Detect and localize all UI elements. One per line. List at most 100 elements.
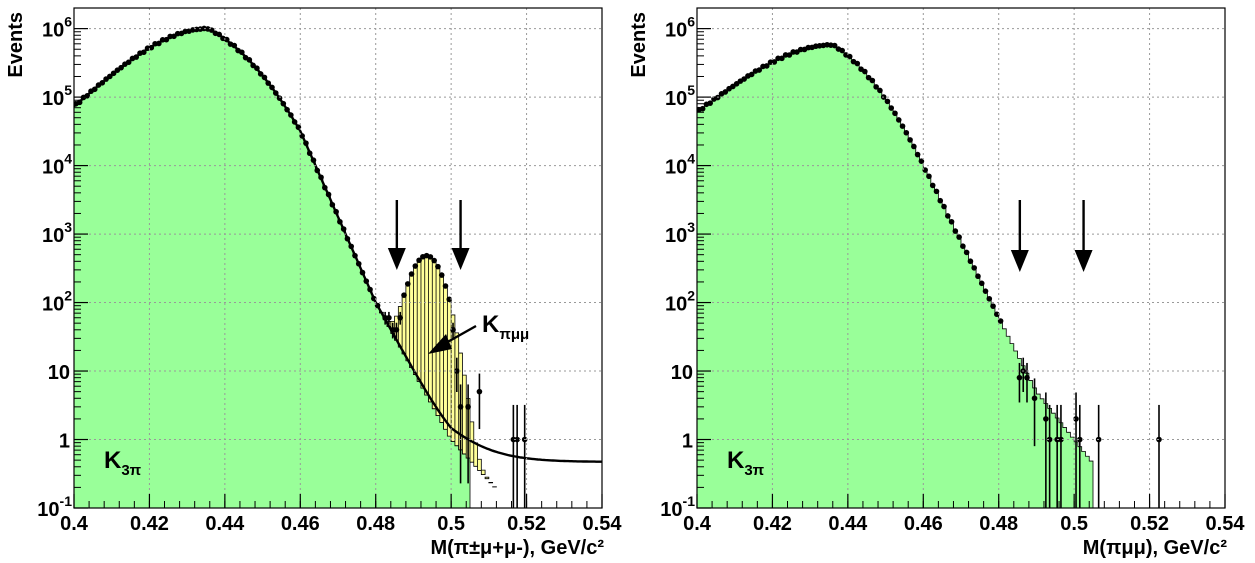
data-point xyxy=(763,63,770,69)
data-point xyxy=(340,226,347,232)
data-point xyxy=(412,263,419,269)
x-tick-label: 0.52 xyxy=(1130,513,1169,535)
x-axis-title: M(π±μ+μ-), GeV/c² xyxy=(430,537,604,559)
data-point xyxy=(306,150,313,157)
data-point xyxy=(1077,436,1083,443)
data-point xyxy=(945,213,951,219)
x-tick-label: 0.5 xyxy=(1060,513,1088,535)
y-tick-label: 1 xyxy=(682,431,693,453)
data-point xyxy=(926,173,932,180)
y-tick-label: 10-1 xyxy=(37,493,72,521)
data-point xyxy=(363,278,370,284)
data-point xyxy=(1073,416,1079,422)
data-point xyxy=(899,123,906,129)
data-point xyxy=(348,243,355,250)
data-point xyxy=(310,157,317,163)
down-arrow-icon xyxy=(387,248,406,270)
y-tick-label: 102 xyxy=(42,288,72,316)
data-point xyxy=(435,263,441,270)
signal-label: Kπμμ xyxy=(482,311,529,343)
chart-panel-1: 0.4 0.42 0.44 0.46 0.48 0.5 0.52 0.54 10-1 1 10 102… xyxy=(5,7,622,559)
data-point xyxy=(107,73,113,80)
data-point xyxy=(288,112,294,118)
data-point xyxy=(272,90,279,96)
x-tick-label: 0.4 xyxy=(683,513,712,535)
data-point xyxy=(937,197,944,204)
y-tick-label: 105 xyxy=(665,82,695,110)
data-point xyxy=(948,218,955,225)
plot-area xyxy=(74,25,602,508)
data-point xyxy=(404,281,411,287)
y-axis-title: Events xyxy=(628,12,650,78)
x-tick-label: 0.44 xyxy=(205,513,245,535)
data-point xyxy=(748,71,755,78)
y-tick-label: 103 xyxy=(665,219,695,247)
data-point xyxy=(1043,416,1049,422)
x-tick-label: 0.54 xyxy=(1206,513,1246,535)
data-point xyxy=(465,404,471,410)
data-point xyxy=(895,117,902,123)
data-point xyxy=(869,77,876,84)
data-point xyxy=(156,40,162,47)
data-point xyxy=(786,52,793,58)
x-tick-label: 0.42 xyxy=(753,513,792,535)
data-points xyxy=(697,41,1162,508)
down-arrow-icon xyxy=(451,248,470,270)
data-point xyxy=(91,86,98,93)
data-point xyxy=(884,98,891,105)
data-point xyxy=(952,228,959,234)
data-point xyxy=(990,303,996,309)
data-point xyxy=(280,100,287,107)
data-point xyxy=(476,388,483,395)
plot-area xyxy=(697,41,1225,508)
data-point xyxy=(401,292,407,298)
down-arrow-icon xyxy=(1010,250,1029,272)
data-point xyxy=(246,57,253,63)
data-point xyxy=(1046,436,1053,443)
data-point xyxy=(125,59,132,66)
y-tick-label: 10 xyxy=(671,362,693,384)
data-point xyxy=(231,42,238,49)
data-point xyxy=(862,68,868,75)
down-arrow-icon xyxy=(1074,250,1093,272)
plot-frame xyxy=(696,7,1226,509)
data-point xyxy=(133,54,140,60)
data-point xyxy=(1016,374,1023,381)
data-point xyxy=(216,31,222,38)
data-point xyxy=(892,110,898,117)
background-histogram xyxy=(74,28,602,508)
data-point xyxy=(386,314,392,321)
signal-arrow-icon xyxy=(428,334,452,354)
data-point xyxy=(446,296,453,303)
data-point xyxy=(99,79,106,86)
data-point xyxy=(397,314,404,321)
data-point xyxy=(454,368,460,374)
data-point xyxy=(416,257,422,264)
data-point xyxy=(888,105,895,111)
data-point xyxy=(352,252,358,259)
data-point xyxy=(839,47,845,54)
background-label: K3π xyxy=(104,447,142,479)
data-point xyxy=(118,64,124,71)
x-tick-label: 0.46 xyxy=(904,513,943,535)
data-point xyxy=(982,288,989,294)
data-point xyxy=(84,93,90,99)
data-point xyxy=(239,49,245,56)
plot-frame xyxy=(73,7,603,509)
data-point xyxy=(903,129,910,136)
data-point xyxy=(314,167,321,174)
data-point xyxy=(914,151,921,158)
data-point xyxy=(975,273,981,280)
data-point xyxy=(344,235,351,242)
data-point xyxy=(779,55,785,62)
data-point xyxy=(873,84,879,90)
x-tick-label: 0.4 xyxy=(60,513,89,535)
y-tick-label: 104 xyxy=(42,151,72,179)
data-point xyxy=(303,140,309,146)
data-point xyxy=(956,234,962,240)
signal-arrow-shaft xyxy=(443,324,477,346)
data-point xyxy=(367,286,373,293)
y-tick-label: 106 xyxy=(665,14,695,42)
data-point xyxy=(941,203,947,210)
data-point xyxy=(986,295,993,302)
